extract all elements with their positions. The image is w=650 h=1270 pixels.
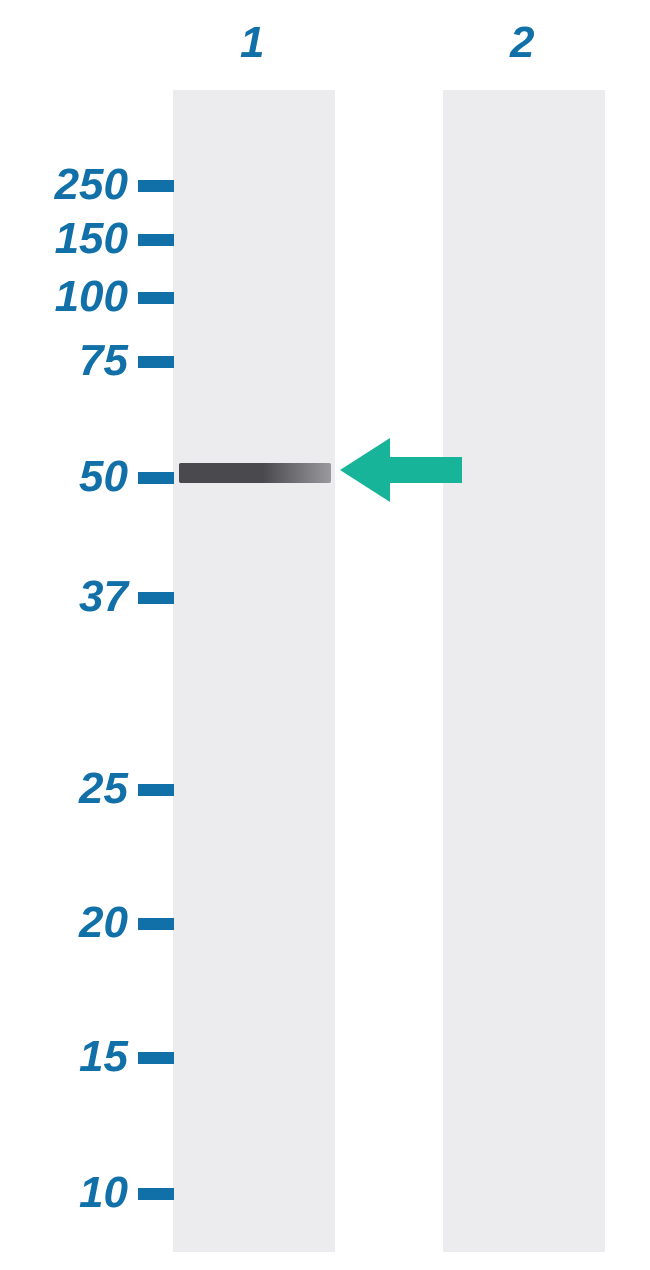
blot-canvas: 12 25015010075503725201510 [0, 0, 650, 1270]
band-indicator-arrow [0, 0, 650, 1270]
arrow-stem [390, 457, 462, 483]
arrow-head-icon [340, 438, 390, 502]
